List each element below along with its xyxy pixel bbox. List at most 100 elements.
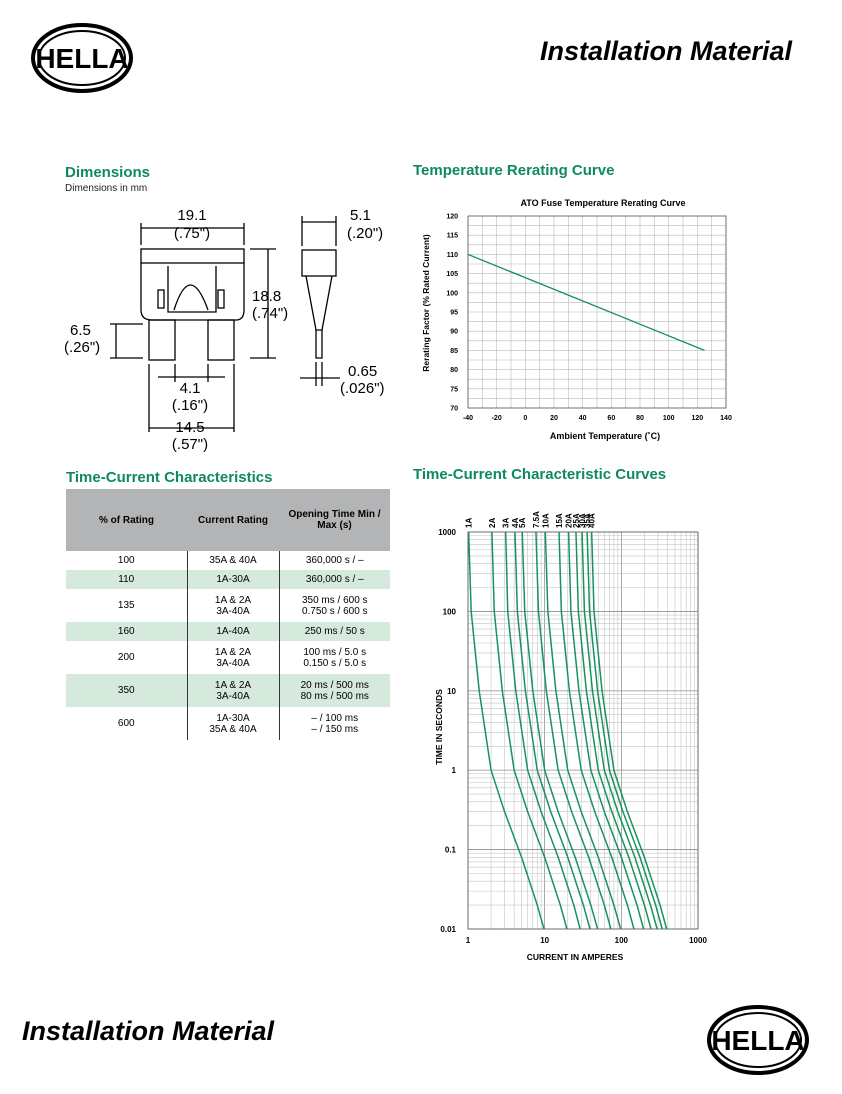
rating-cell-line: 1A & 2A: [214, 594, 252, 606]
rating-cell: 1A & 2A 3A-40A: [187, 641, 280, 674]
rerating-chart: ATO Fuse Temperature Rerating Curve Ambi…: [421, 198, 732, 441]
dim-gap-mm: 4.1: [180, 380, 201, 397]
curves-section-title: Time-Current Characteristic Curves: [413, 466, 667, 483]
pct-cell-line: 200: [117, 652, 135, 663]
pct-cell: 100: [66, 551, 188, 570]
rerating-series-line: [467, 253, 705, 352]
pct-cell-line: 600: [117, 718, 135, 729]
pct-cell: 160: [66, 622, 188, 641]
curve-label-7.5A: 7.5A: [532, 511, 541, 528]
col-header-opening-time: Opening Time Min / Max (s): [279, 489, 390, 551]
rerating-x-label: Ambient Temperature (˚C): [550, 431, 660, 441]
curves-y-tick: 10: [447, 687, 456, 696]
opening-time-cell: 100 ms / 5.0 s 0.150 s / 5.0 s: [279, 641, 390, 674]
table-row: 350 1A & 2A 3A-40A 20 ms / 500 ms 80 ms / 50…: [66, 674, 390, 707]
opening-time-cell: 360,000 s / –: [279, 570, 390, 589]
table-row: 110 1A-30A 360,000 s / –: [66, 570, 390, 589]
curves-y-tick: 0.01: [440, 925, 456, 934]
curve-30A: [581, 531, 658, 930]
rating-cell-line: 35A & 40A: [209, 723, 257, 735]
rerating-y-tick: 115: [447, 233, 458, 240]
curves-x-label: CURRENT IN AMPERES: [527, 952, 624, 962]
dimensions-subtitle: Dimensions in mm: [65, 183, 148, 194]
opening-time-cell-line: 0.150 s / 5.0 s: [303, 657, 367, 669]
rating-cell: 1A & 2A 3A-40A: [187, 589, 280, 622]
rerating-x-tick: 0: [523, 415, 527, 422]
opening-time-cell-line: – / 100 ms: [311, 712, 359, 724]
pct-cell: 350: [66, 674, 188, 707]
curve-1A: [467, 531, 545, 930]
col-header-rating: Current Rating: [187, 489, 279, 551]
dim-thick-mm: 5.1: [350, 207, 371, 224]
rating-cell: 1A & 2A 3A-40A: [187, 674, 280, 707]
pct-cell: 135: [66, 589, 188, 622]
rating-cell-line: 1A-30A: [216, 574, 250, 585]
pct-cell: 110: [66, 570, 188, 589]
curve-label-2A: 2A: [488, 518, 497, 528]
rerating-section-title: Temperature Rerating Curve: [413, 162, 615, 179]
table-row: 200 1A & 2A 3A-40A 100 ms / 5.0 s 0.150 s / …: [66, 641, 390, 674]
pct-cell-line: 100: [117, 555, 135, 566]
rerating-y-label: Rerating Factor (% Rated Current): [421, 234, 431, 372]
table-row: 100 35A & 40A 360,000 s / –: [66, 551, 390, 570]
curve-label-20A: 20A: [565, 513, 574, 528]
fuse-dimension-drawing: 19.1 (.75") 5.1 (.20") 18.8 (.74") 6.5 (…: [64, 207, 385, 453]
time-current-curves-chart: CURRENT IN AMPERES TIME IN SECONDS 1 10 10…: [434, 511, 707, 962]
dim-blade-thick-in: (.026"): [340, 380, 385, 397]
rerating-x-tick: 140: [720, 415, 732, 422]
dim-thick-in: (.20"): [347, 225, 383, 242]
table-row: 160 1A-40A 250 ms / 50 s: [66, 622, 390, 641]
curves-y-tick: 1: [452, 766, 457, 775]
dim-height-mm: 18.8: [252, 288, 281, 305]
opening-time-cell: 350 ms / 600 s 0.750 s / 600 s: [279, 589, 390, 622]
pct-cell: 200: [66, 641, 188, 674]
rerating-y-tick: 105: [446, 271, 458, 278]
rerating-x-tick: 80: [636, 415, 644, 422]
rerating-plot-frame: [467, 215, 727, 409]
curve-label-40A: 40A: [588, 513, 597, 528]
rerating-x-tick: 20: [550, 415, 558, 422]
curve-label-10A: 10A: [541, 513, 550, 528]
opening-time-cell: 250 ms / 50 s: [279, 622, 390, 641]
dim-span-in: (.57"): [172, 436, 208, 453]
rerating-y-tick: 80: [450, 367, 458, 374]
rating-cell: 1A-30A: [187, 570, 280, 589]
curve-40A: [590, 531, 668, 930]
opening-time-cell: 360,000 s / –: [279, 551, 390, 570]
opening-time-cell-line: 360,000 s / –: [305, 574, 364, 585]
opening-time-cell: 20 ms / 500 ms 80 ms / 500 ms: [279, 674, 390, 707]
curve-5A: [521, 531, 599, 930]
rerating-y-tick: 120: [446, 214, 458, 221]
dimensions-title: Dimensions: [65, 164, 151, 181]
curve-4A: [514, 531, 591, 930]
rerating-x-tick: -40: [463, 415, 473, 422]
curves-y-label: TIME IN SECONDS: [434, 689, 444, 765]
curve-2A: [491, 531, 568, 930]
opening-time-cell-line: 360,000 s / –: [305, 555, 364, 566]
table-row: 600 1A-30A 35A & 40A – / 100 ms – / 150 ms: [66, 707, 390, 740]
rating-cell-line: 1A & 2A: [214, 679, 252, 691]
curve-label-4A: 4A: [511, 518, 520, 528]
curve-label-30A: 30A: [578, 513, 587, 528]
curve-label-1A: 1A: [465, 518, 474, 528]
curve-label-35A: 35A: [583, 513, 592, 528]
rating-cell-line: 3A-40A: [216, 605, 250, 617]
time-current-table: % of Rating Current Rating Opening Time …: [66, 489, 390, 740]
hella-logo: HELLA: [30, 22, 134, 94]
curve-3A: [504, 531, 581, 930]
curves-plot-frame: [467, 531, 699, 930]
rating-cell: 1A-30A 35A & 40A: [187, 707, 280, 740]
hella-logo-footer: HELLA: [706, 1004, 810, 1076]
rating-cell-line: 3A-40A: [216, 690, 250, 702]
header-title: Installation Material: [540, 36, 793, 66]
footer-title: Installation Material: [22, 1016, 275, 1046]
curves-y-tick: 100: [443, 607, 457, 616]
curve-7.5A: [535, 531, 612, 930]
table-row: 135 1A & 2A 3A-40A 350 ms / 600 s 0.750 s / …: [66, 589, 390, 622]
opening-time-cell-line: 100 ms / 5.0 s: [303, 646, 367, 658]
curves-x-tick: 10: [540, 936, 549, 945]
rerating-y-tick: 100: [446, 290, 458, 297]
curve-15A: [558, 531, 635, 930]
dim-width-mm: 19.1: [177, 207, 206, 224]
opening-time-cell-line: 20 ms / 500 ms: [300, 679, 369, 691]
